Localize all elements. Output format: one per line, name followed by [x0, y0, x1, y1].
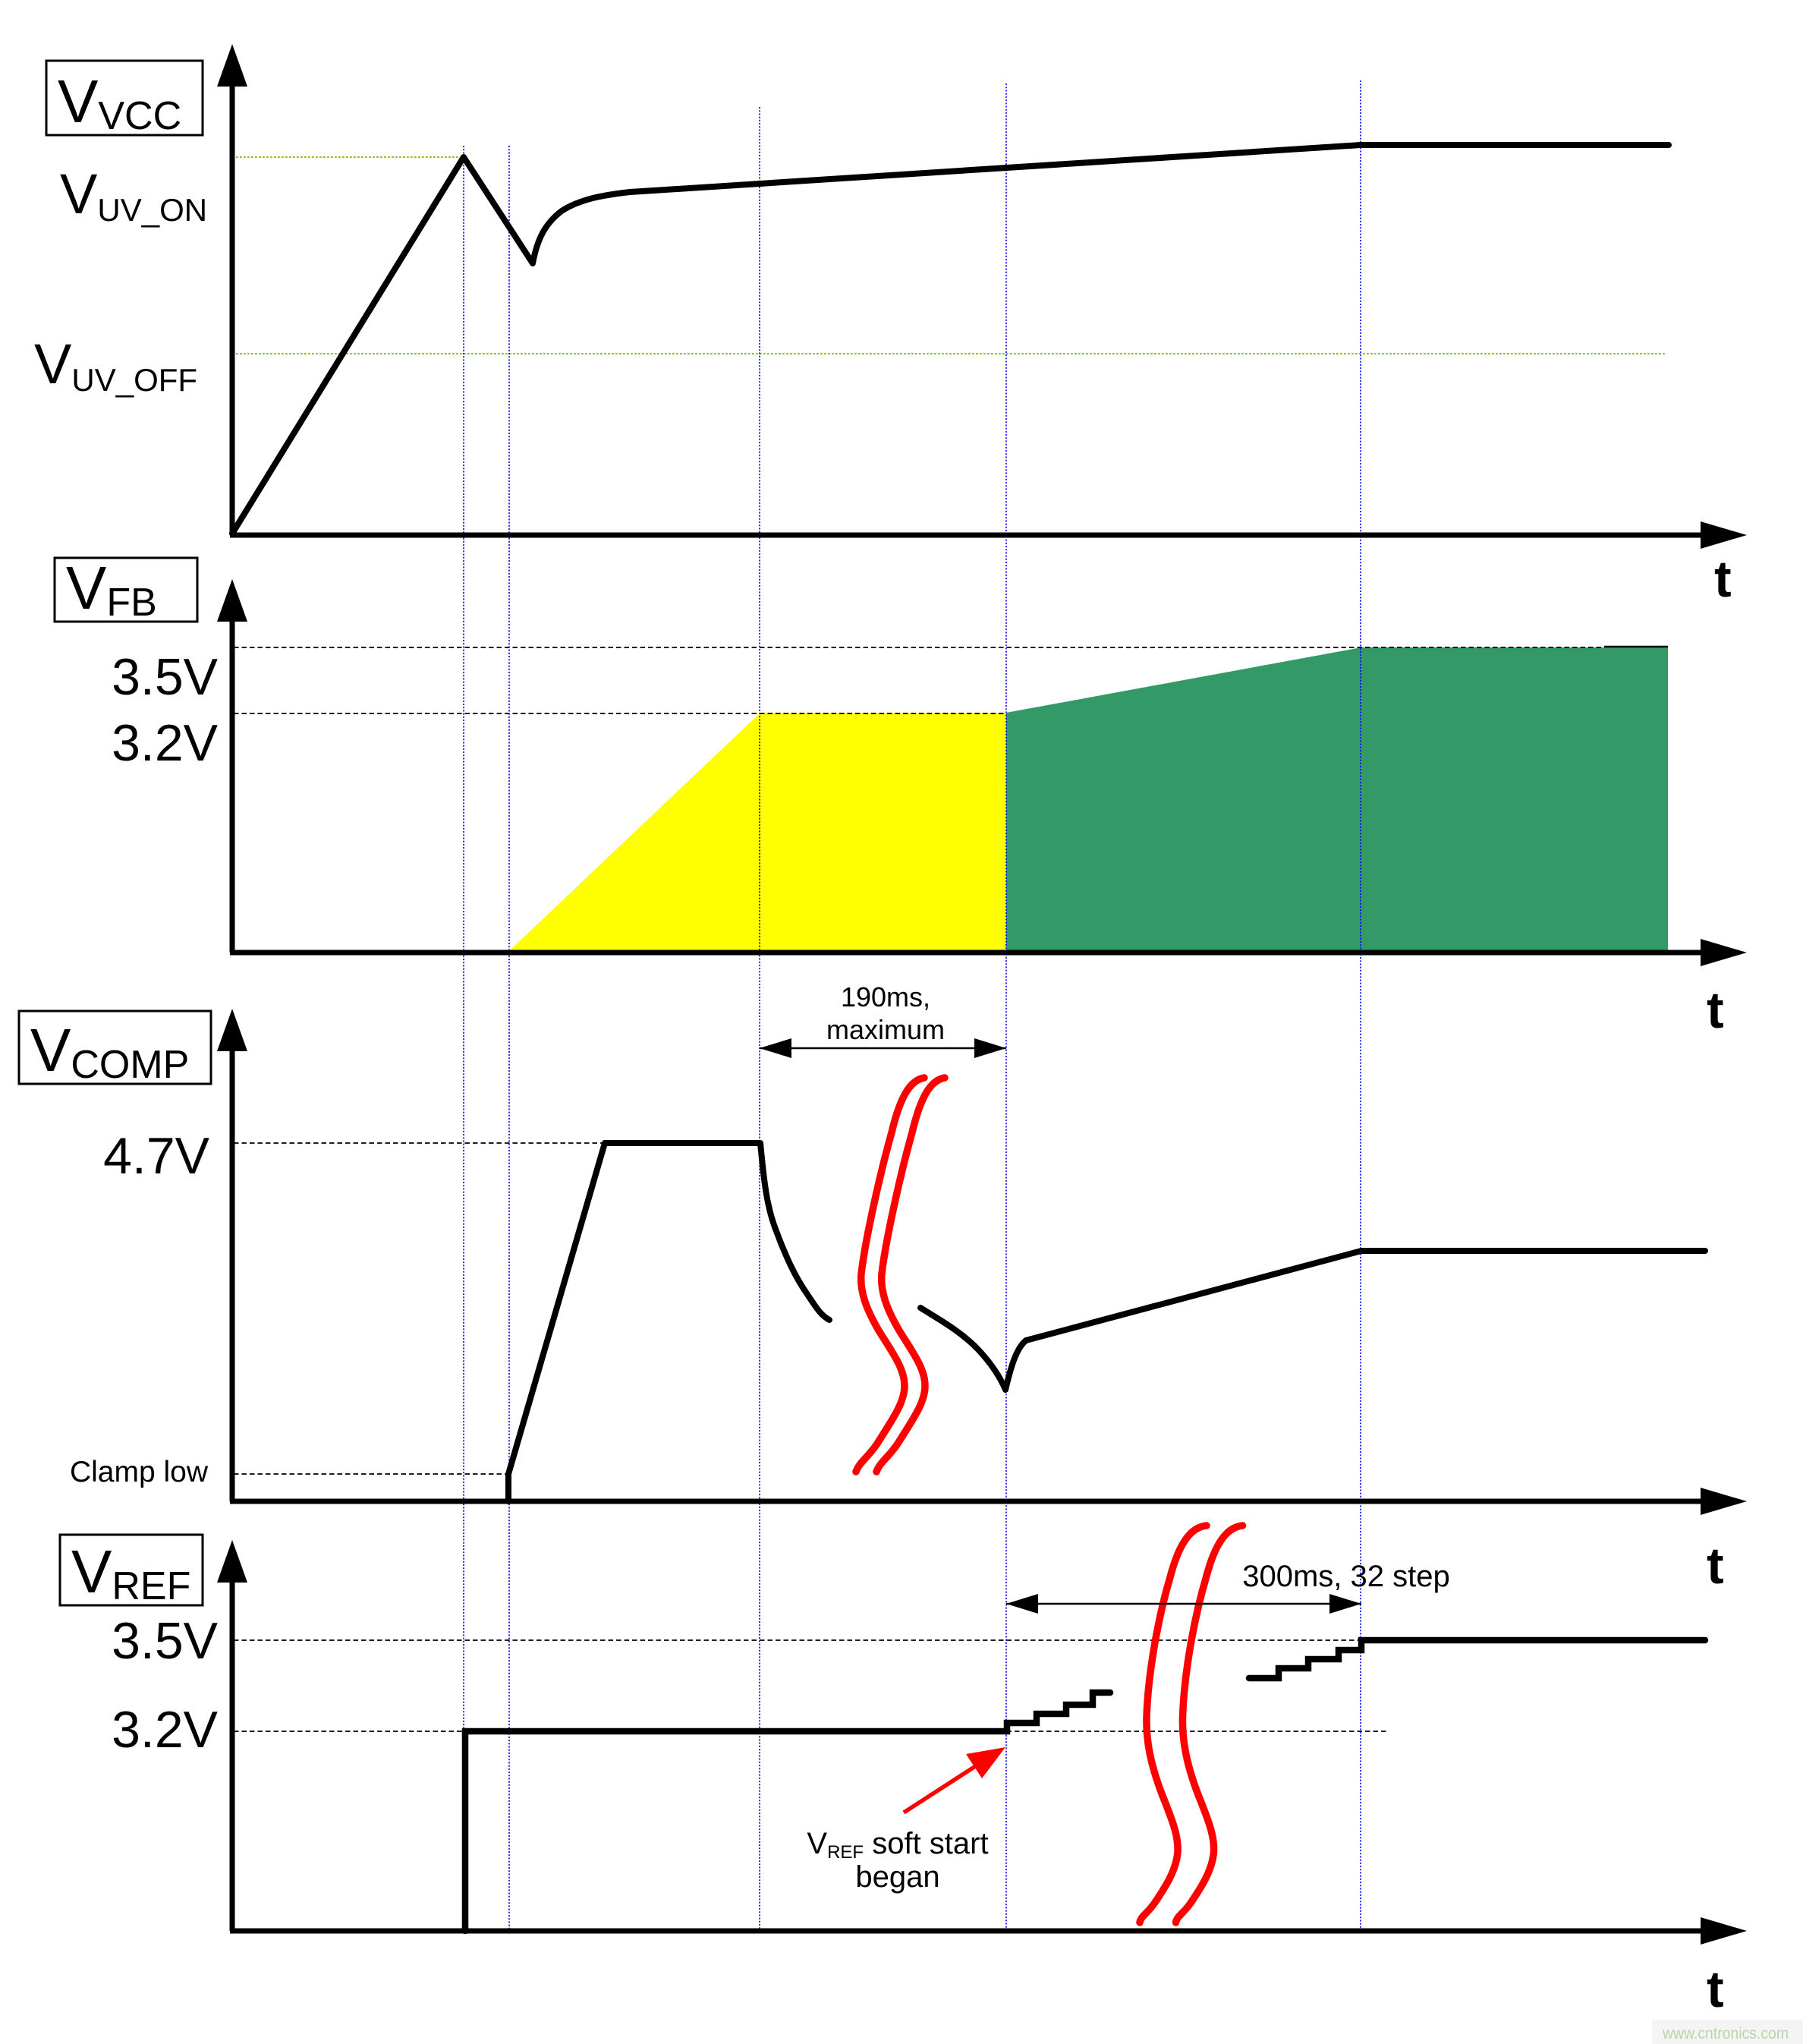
- svg-text:VCOMP: VCOMP: [30, 1016, 189, 1087]
- svg-text:t: t: [1707, 1961, 1724, 2018]
- svg-text:3.5V: 3.5V: [112, 1612, 219, 1670]
- svg-text:Clamp low: Clamp low: [70, 1456, 209, 1488]
- svg-text:3.2V: 3.2V: [112, 1701, 219, 1759]
- svg-text:maximum: maximum: [826, 1014, 945, 1045]
- svg-text:www.cntronics.com: www.cntronics.com: [1662, 2025, 1789, 2042]
- svg-text:t: t: [1714, 550, 1732, 608]
- svg-text:4.7V: 4.7V: [103, 1127, 210, 1185]
- svg-text:t: t: [1707, 981, 1724, 1039]
- svg-text:190ms,: 190ms,: [841, 981, 930, 1013]
- svg-text:t: t: [1707, 1537, 1724, 1595]
- svg-text:3.5V: 3.5V: [112, 648, 219, 706]
- svg-text:300ms, 32 step: 300ms, 32 step: [1242, 1560, 1450, 1593]
- svg-text:3.2V: 3.2V: [112, 714, 219, 772]
- svg-text:began: began: [855, 1860, 939, 1894]
